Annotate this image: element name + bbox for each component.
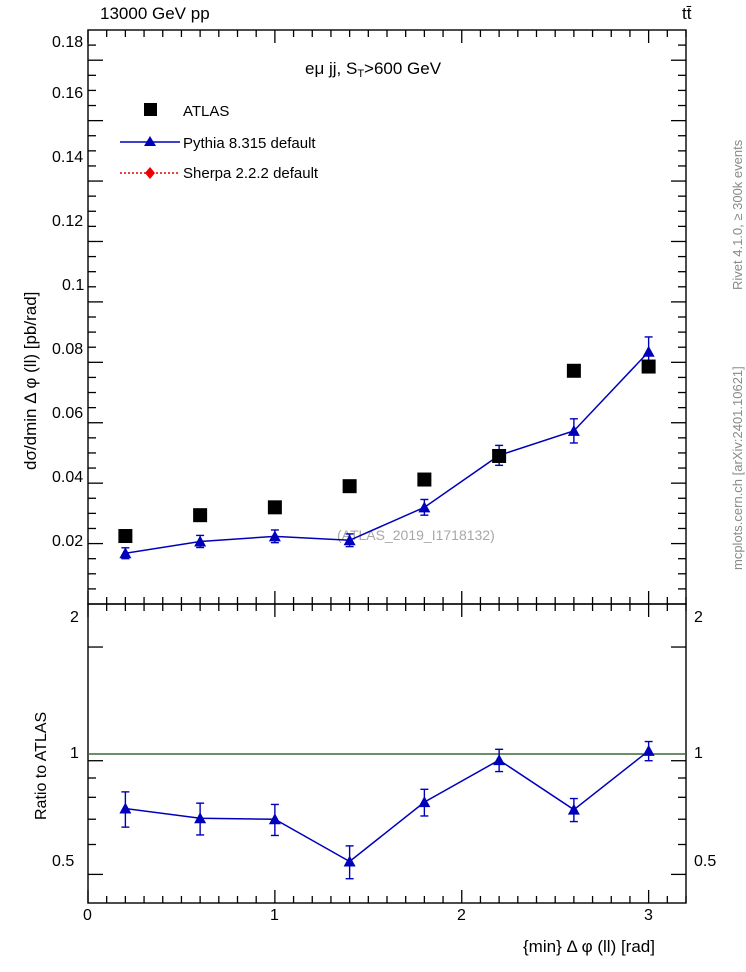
series-atlas-main [118,359,656,544]
legend-label-pythia: Pythia 8.315 default [183,135,316,152]
xtick-0: 0 [83,907,92,924]
main-ytick-0.04: 0.04 [52,469,84,486]
main-ytick-0.16: 0.16 [52,85,84,102]
ratio-ytick-2-right: 2 [694,609,703,626]
legend-marker-atlas [144,103,157,116]
main-ytick-0.12: 0.12 [52,213,84,230]
ratio-ytick-1-right: 1 [694,745,703,762]
main-ytick-0.18: 0.18 [52,34,84,51]
main-ytick-0.14: 0.14 [52,149,84,166]
plot-title-main: eμ jj, S [305,59,358,78]
main-ytick-0.06: 0.06 [52,405,84,422]
plot-title-subscript: T [357,68,365,80]
process-label: tt̄ [682,4,692,23]
xtick-3: 3 [644,907,653,924]
xtick-1: 1 [270,907,279,924]
plot-title: eμ jj, ST>600 GeV [305,60,441,80]
main-ytick-0.08: 0.08 [52,341,84,358]
ratio-ytick-0.5-right: 0.5 [694,853,717,870]
main-panel-frame [87,29,687,605]
main-panel-ticks [88,44,686,590]
ratio-ytick-1-left: 1 [70,745,79,762]
legend-label-sherpa: Sherpa 2.2.2 default [183,165,319,182]
ratio-panel-ticks [88,646,686,876]
analysis-id-watermark: (ATLAS_2019_I1718132) [337,527,495,543]
plot-title-rest: >600 GeV [364,59,442,78]
legend-marker-pythia [120,136,180,146]
main-ytick-0.02: 0.02 [52,533,84,550]
legend-label-atlas: ATLAS [183,103,230,120]
ratio-ytick-0.5-left: 0.5 [52,853,75,870]
x-axis-ticks [87,30,687,903]
x-axis-title: {min} Δ φ (ll) [rad] [523,937,655,956]
series-pythia-main [119,336,655,560]
series-pythia-ratio [119,740,655,880]
collision-energy-label: 13000 GeV pp [100,4,210,23]
xtick-2: 2 [457,907,466,924]
ratio-ytick-2-left: 2 [70,609,79,626]
main-ytick-0.1: 0.1 [62,277,85,294]
legend-marker-sherpa [120,167,180,179]
